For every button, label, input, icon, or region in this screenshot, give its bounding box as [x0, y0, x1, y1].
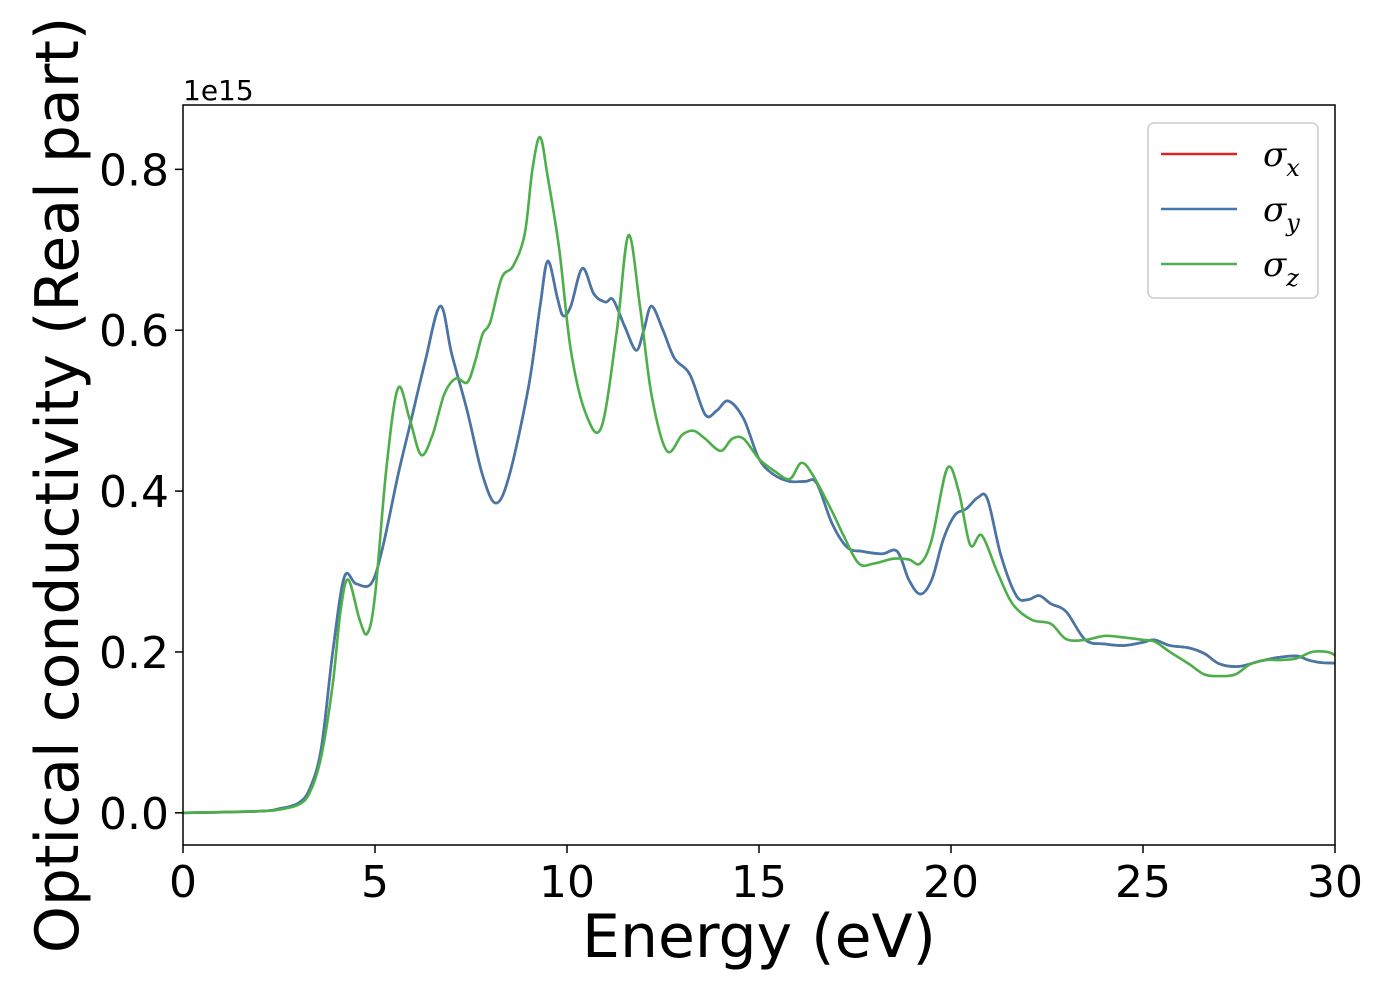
y-tick-label: 0.6 — [99, 306, 169, 357]
legend-label-y: σy — [1263, 190, 1300, 237]
x-tick-label: 30 — [1307, 857, 1363, 908]
x-tick-label: 25 — [1115, 857, 1171, 908]
y-tick-label: 0.0 — [99, 789, 169, 840]
legend-box — [1147, 122, 1319, 299]
x-tick-label: 15 — [731, 857, 787, 908]
x-tick-label: 5 — [361, 857, 389, 908]
x-tick-label: 0 — [169, 857, 197, 908]
y-offset-label: 1e15 — [183, 74, 254, 107]
y-tick-label: 0.4 — [99, 467, 169, 518]
x-axis-title: Energy (eV) — [582, 902, 936, 972]
series-line-y — [183, 259, 1335, 815]
x-axis: 0 5 10 15 20 25 30 — [169, 845, 1363, 908]
legend: σx σy σz — [1147, 122, 1319, 299]
legend-label-z: σz — [1263, 245, 1299, 292]
y-tick-label: 0.8 — [99, 145, 169, 196]
y-tick-label: 0.2 — [99, 628, 169, 679]
x-tick-label: 10 — [539, 857, 595, 908]
legend-label-x: σx — [1263, 135, 1300, 182]
series-line-z — [183, 135, 1335, 815]
y-axis: 0.0 0.2 0.4 0.6 0.8 — [99, 145, 183, 840]
y-axis-title: Optical conductivity (Real part) — [23, 17, 93, 954]
series-layer — [183, 135, 1335, 815]
x-tick-label: 20 — [923, 857, 979, 908]
